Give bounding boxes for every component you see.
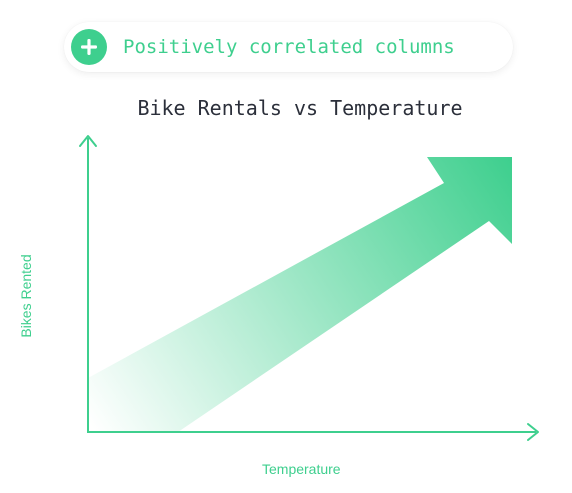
- x-axis: [87, 423, 539, 441]
- insight-badge: Positively correlated columns: [64, 22, 513, 72]
- y-axis: [79, 135, 97, 432]
- badge-label: Positively correlated columns: [123, 36, 455, 58]
- trend-arrow: [88, 157, 512, 432]
- y-axis-label: Bikes Rented: [18, 254, 34, 338]
- chart-title: Bike Rentals vs Temperature: [137, 96, 463, 120]
- x-axis-label: Temperature: [262, 461, 341, 477]
- plus-icon: [71, 29, 107, 65]
